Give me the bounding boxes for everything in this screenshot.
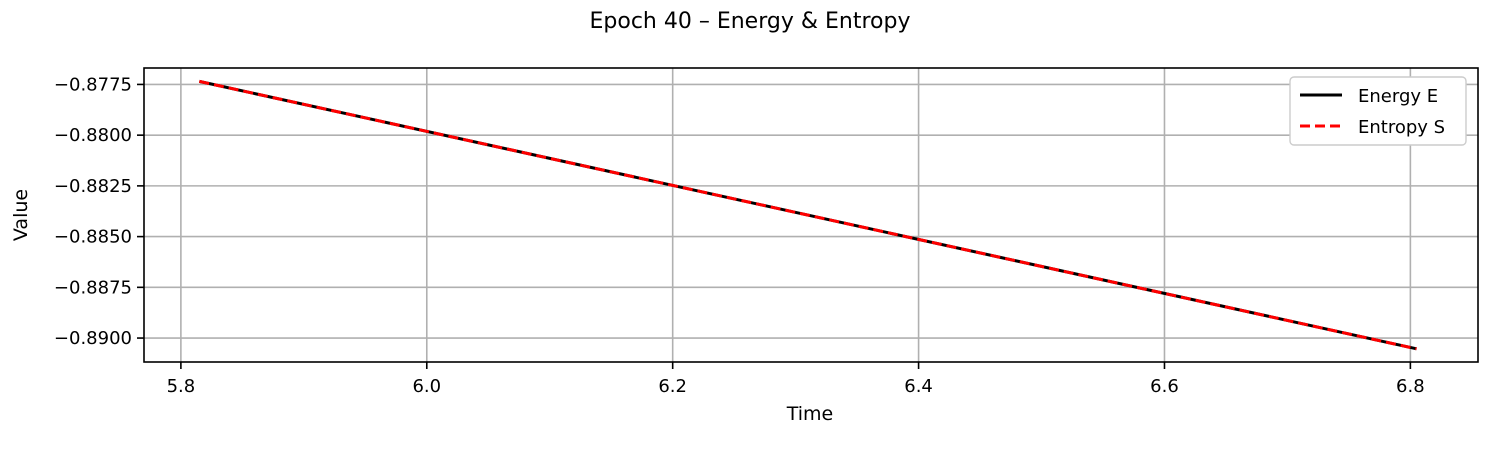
chart-title: Epoch 40 – Energy & Entropy [590, 9, 911, 34]
y-tick-label: −0.8825 [54, 176, 132, 197]
y-tick-label: −0.8850 [54, 227, 132, 248]
plot-frame [143, 67, 1479, 363]
x-tick-label: 6.6 [1150, 376, 1179, 397]
legend-label-entropy: Entropy S [1358, 117, 1445, 138]
x-tick-label: 6.8 [1396, 376, 1425, 397]
x-axis-label: Time [786, 403, 834, 425]
y-tick-label: −0.8775 [54, 74, 132, 95]
x-tick-label: 6.2 [658, 376, 687, 397]
x-tick-label: 6.4 [904, 376, 933, 397]
y-tick-label: −0.8900 [54, 328, 132, 349]
series-line-entropy [199, 79, 1417, 351]
y-axis-label: Value [10, 189, 32, 241]
legend: Energy E Entropy S [1289, 76, 1467, 146]
x-axis: 5.8 6.0 6.2 6.4 6.6 6.8 [167, 362, 1425, 397]
y-tick-label: −0.8800 [54, 125, 132, 146]
x-tick-label: 6.0 [412, 376, 441, 397]
y-tick-label: −0.8875 [54, 277, 132, 298]
legend-label-energy: Energy E [1358, 86, 1438, 107]
x-tick-label: 5.8 [167, 376, 196, 397]
y-axis: −0.8775 −0.8800 −0.8825 −0.8850 −0.8875 −0.89… [54, 74, 144, 349]
series-layer [199, 79, 1417, 351]
